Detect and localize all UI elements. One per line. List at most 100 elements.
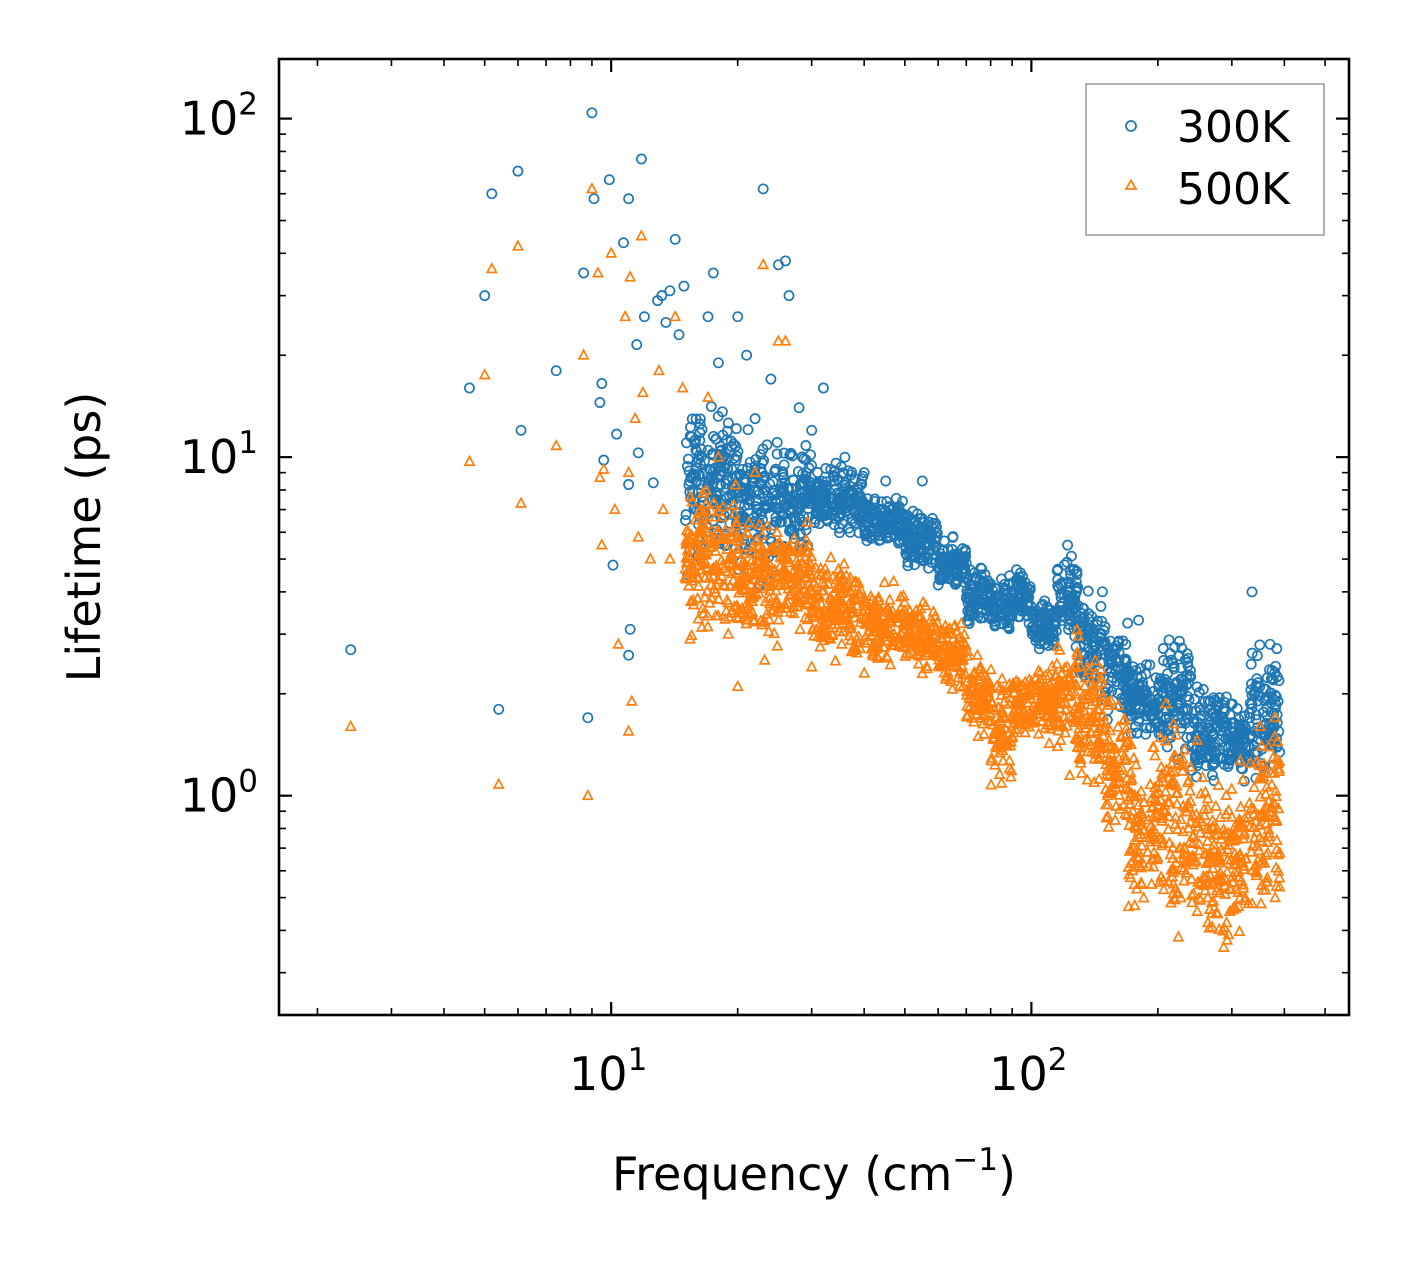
- data-point-500k: [850, 646, 863, 658]
- data-point-300k: [1228, 739, 1240, 751]
- data-point-500k: [731, 546, 744, 558]
- data-point-500k: [1246, 863, 1259, 875]
- data-point-500k: [861, 615, 874, 628]
- data-point-500k: [1126, 804, 1139, 816]
- y-tick-label: 100: [180, 764, 258, 823]
- data-point-500k: [848, 639, 861, 651]
- data-point-500k: [1043, 678, 1056, 690]
- data-point-500k: [1086, 677, 1100, 689]
- data-point-500k: [900, 609, 913, 621]
- data-point-300k: [987, 595, 999, 607]
- data-point-500k: [770, 593, 783, 605]
- data-point-300k: [817, 382, 829, 394]
- data-point-300k: [1112, 687, 1124, 699]
- data-point-500k: [1099, 742, 1113, 754]
- data-point-500k: [1185, 872, 1198, 884]
- data-point-300k: [938, 544, 950, 556]
- data-point-500k: [690, 539, 703, 551]
- data-point-500k: [701, 584, 714, 596]
- data-point-500k: [919, 598, 932, 611]
- x-axis-label: Frequency (cm−1): [612, 1142, 1016, 1201]
- data-point-300k: [1271, 643, 1283, 655]
- data-point-300k: [680, 514, 691, 526]
- data-point-500k: [943, 647, 956, 659]
- data-point-500k: [1220, 788, 1233, 800]
- data-point-500k: [1069, 686, 1082, 699]
- x-tick-label-base: 10: [569, 1047, 628, 1101]
- data-point-500k: [1206, 813, 1219, 826]
- data-point-500k: [684, 489, 697, 502]
- data-point-300k: [1172, 690, 1183, 701]
- data-point-300k: [833, 497, 845, 509]
- data-point-500k: [984, 778, 998, 790]
- data-point-500k: [961, 644, 974, 656]
- data-point-500k: [1254, 856, 1267, 868]
- data-point-300k: [345, 644, 357, 656]
- data-point-500k: [763, 591, 776, 604]
- data-point-300k: [582, 712, 594, 724]
- data-point-500k: [1127, 751, 1140, 763]
- data-point-500k: [1261, 835, 1274, 848]
- data-point-300k: [1252, 695, 1264, 707]
- data-point-500k: [760, 607, 773, 619]
- data-point-500k: [1005, 763, 1018, 776]
- data-point-500k: [1063, 672, 1076, 685]
- data-point-500k: [870, 642, 883, 654]
- data-point-500k: [802, 560, 816, 573]
- data-point-500k: [898, 595, 911, 607]
- data-point-500k: [1020, 707, 1033, 719]
- data-point-300k: [761, 439, 773, 451]
- data-point-500k: [463, 454, 476, 467]
- data-point-500k: [1244, 756, 1257, 768]
- data-point-500k: [987, 732, 1000, 744]
- data-point-500k: [1273, 754, 1286, 766]
- data-point-500k: [922, 642, 936, 654]
- data-point-500k: [1199, 883, 1212, 896]
- data-point-500k: [841, 602, 854, 614]
- data-point-500k: [1156, 832, 1169, 844]
- data-point-300k: [1206, 707, 1218, 719]
- data-point-300k: [1111, 653, 1123, 665]
- data-point-500k: [1068, 666, 1081, 678]
- data-point-300k: [1242, 741, 1254, 753]
- data-point-500k: [624, 270, 637, 282]
- data-point-500k: [1237, 859, 1250, 871]
- data-point-300k: [1128, 696, 1140, 708]
- data-point-500k: [722, 627, 735, 639]
- data-point-300k: [869, 495, 881, 507]
- data-point-500k: [1095, 675, 1108, 688]
- data-point-300k: [618, 237, 629, 249]
- data-point-500k: [1193, 837, 1206, 850]
- data-point-500k: [961, 674, 974, 687]
- data-point-300k: [987, 584, 998, 596]
- data-point-300k: [1160, 704, 1172, 715]
- data-point-500k: [511, 239, 524, 251]
- data-point-500k: [1259, 787, 1272, 799]
- data-point-500k: [595, 538, 608, 550]
- data-point-500k: [478, 368, 491, 380]
- data-point-500k: [789, 542, 802, 554]
- data-point-300k: [1169, 641, 1181, 653]
- data-point-500k: [669, 309, 682, 322]
- data-point-500k: [836, 573, 849, 585]
- data-point-500k: [1123, 818, 1136, 830]
- data-point-300k: [924, 516, 936, 528]
- data-point-300k: [829, 513, 841, 524]
- data-point-300k: [742, 462, 754, 474]
- data-point-500k: [985, 751, 998, 763]
- data-point-300k: [806, 483, 818, 495]
- data-point-300k: [1130, 694, 1142, 706]
- data-point-500k: [943, 621, 956, 634]
- data-point-500k: [747, 613, 760, 626]
- data-point-500k: [1158, 798, 1171, 810]
- data-point-500k: [1173, 841, 1186, 853]
- data-point-500k: [1086, 708, 1099, 720]
- data-point-300k: [903, 526, 915, 538]
- data-point-500k: [746, 594, 759, 606]
- data-point-300k: [493, 703, 505, 715]
- data-point-500k: [952, 660, 965, 673]
- data-point-300k: [1272, 695, 1284, 707]
- data-point-500k: [1185, 895, 1199, 908]
- data-point-500k: [717, 578, 730, 590]
- data-point-300k: [596, 378, 608, 389]
